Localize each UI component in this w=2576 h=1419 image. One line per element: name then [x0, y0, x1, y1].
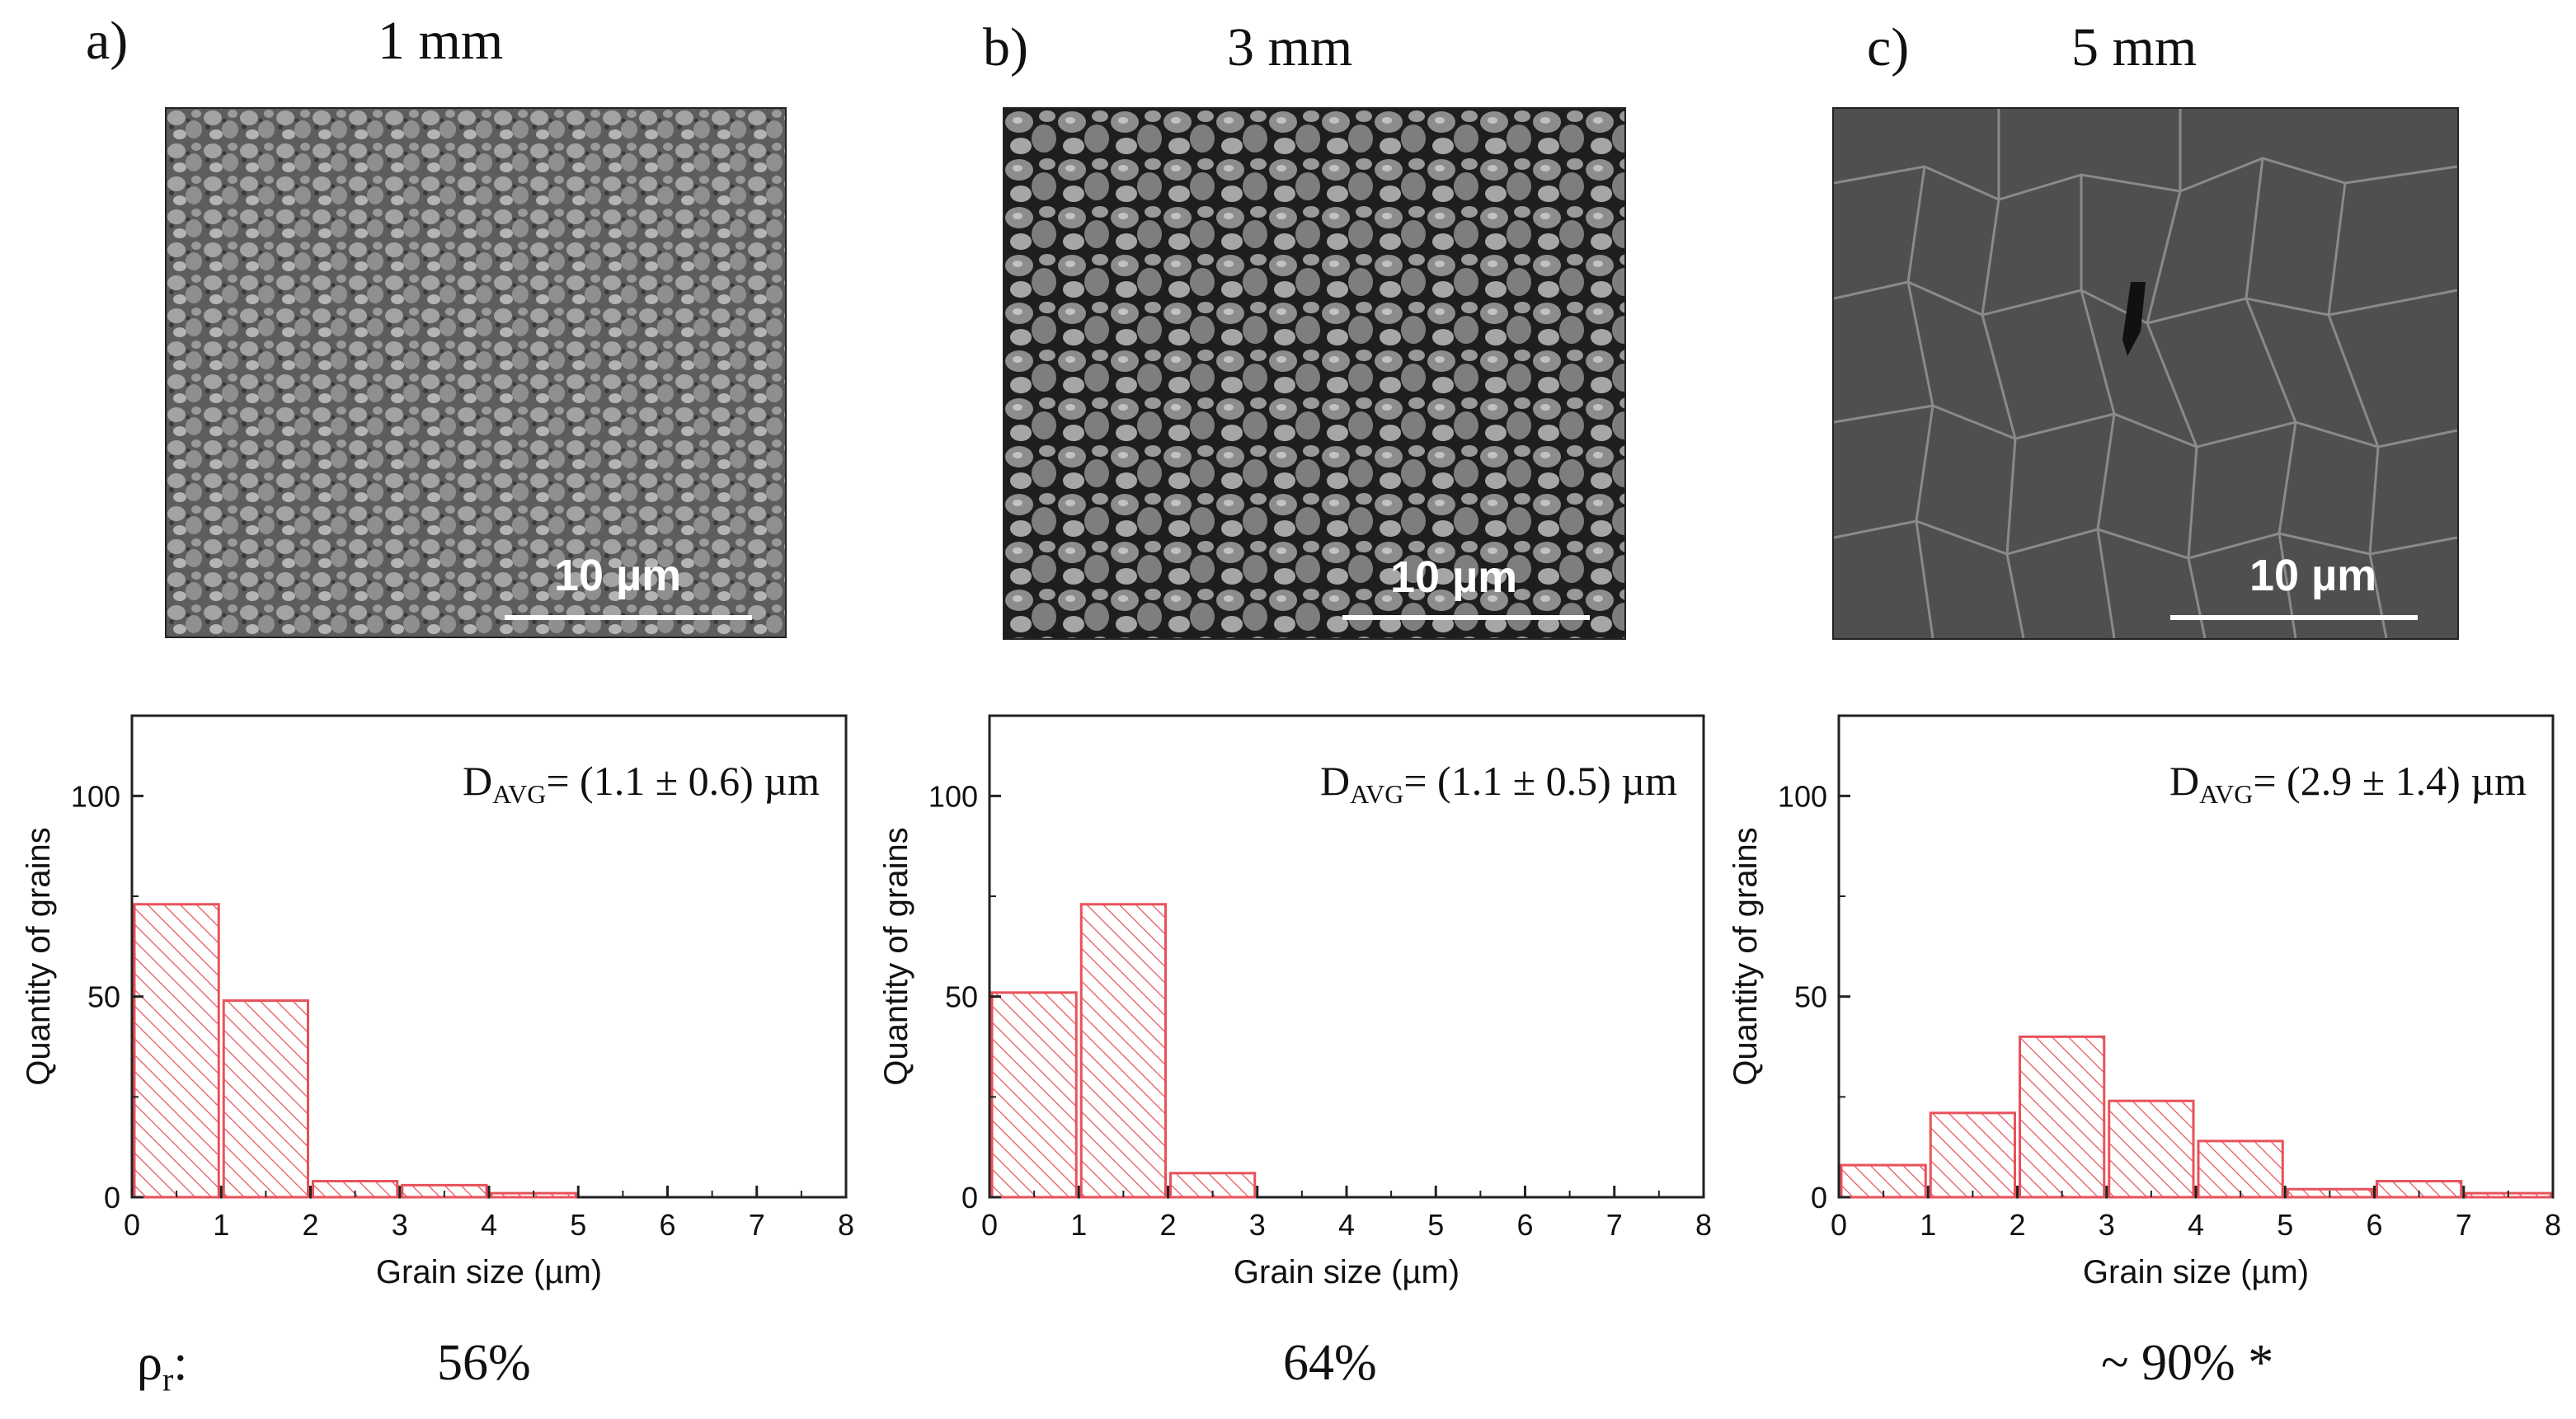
scale-bar-c — [2170, 615, 2418, 620]
x-tick-label: 4 — [2188, 1208, 2204, 1242]
density-value-c: ~ 90% * — [2101, 1335, 2274, 1391]
x-axis-label: Grain size (µm) — [2083, 1254, 2309, 1290]
y-tick-label: 100 — [928, 779, 978, 813]
x-tick-label: 5 — [2277, 1208, 2293, 1242]
x-axis-label: Grain size (µm) — [1234, 1254, 1460, 1290]
average-grain-size-annotation: DAVG= (1.1 ± 0.6) µm — [463, 758, 820, 809]
histogram-bar — [1079, 903, 1167, 1199]
y-axis-label: Quantity of grains — [1728, 827, 1764, 1086]
scale-bar-a — [505, 615, 752, 620]
y-tick-label: 0 — [1811, 1181, 1827, 1215]
x-tick-label: 4 — [481, 1208, 497, 1242]
x-tick-label: 1 — [1070, 1208, 1087, 1242]
density-value-b: 64% — [1283, 1335, 1377, 1391]
x-tick-label: 7 — [2456, 1208, 2472, 1242]
scale-bar-label-a: 10 µm — [554, 551, 682, 600]
y-tick-label: 50 — [945, 980, 978, 1014]
histogram-b: 0 1 2 3 4 5 6 7 8 0 50 100 Grain size (µm) Quantity o… — [858, 693, 1723, 1303]
y-tick-label: 0 — [961, 1181, 978, 1215]
scale-bar-label-b: 10 µm — [1390, 552, 1518, 602]
histogram-bar — [1929, 1111, 2016, 1199]
x-tick-label: 0 — [981, 1208, 998, 1242]
histogram-bar — [2197, 1139, 2284, 1199]
relative-density-label: ρr: — [137, 1335, 188, 1398]
sem-image-a: 10 µm — [165, 107, 787, 638]
average-grain-size-annotation: DAVG= (2.9 ± 1.4) µm — [2169, 758, 2527, 809]
y-axis-label: Quantity of grains — [878, 827, 914, 1086]
x-tick-label: 8 — [838, 1208, 854, 1242]
y-tick-label: 50 — [1794, 980, 1827, 1014]
x-tick-label: 3 — [392, 1208, 408, 1242]
sem-texture-a — [167, 109, 785, 637]
histogram-bar — [2108, 1099, 2195, 1199]
histogram-bar — [222, 999, 309, 1199]
panel-letter-a: a) — [86, 11, 129, 71]
density-value-a: 56% — [437, 1335, 531, 1391]
sem-image-c: 10 µm — [1832, 107, 2459, 640]
x-tick-label: 7 — [749, 1208, 765, 1242]
histogram-bar — [2019, 1035, 2106, 1199]
panel-letter-b: b) — [983, 17, 1028, 78]
x-tick-label: 4 — [1338, 1208, 1355, 1242]
y-tick-label: 100 — [71, 779, 120, 813]
x-tick-label: 5 — [570, 1208, 586, 1242]
sem-texture-b — [1004, 109, 1624, 638]
x-tick-label: 0 — [1831, 1208, 1847, 1242]
histogram-bar — [133, 903, 220, 1199]
y-tick-label: 0 — [104, 1181, 120, 1215]
panel-title-a: 1 mm — [378, 11, 504, 71]
x-tick-label: 5 — [1427, 1208, 1444, 1242]
x-tick-label: 8 — [2545, 1208, 2561, 1242]
x-tick-label: 2 — [2009, 1208, 2025, 1242]
x-tick-label: 2 — [302, 1208, 318, 1242]
x-tick-label: 0 — [124, 1208, 140, 1242]
x-tick-label: 2 — [1159, 1208, 1176, 1242]
histogram-bar — [990, 991, 1078, 1199]
x-tick-label: 6 — [659, 1208, 675, 1242]
sem-texture-c — [1834, 109, 2457, 638]
x-tick-label: 6 — [2366, 1208, 2382, 1242]
scale-bar-label-c: 10 µm — [2249, 551, 2377, 600]
x-tick-label: 3 — [1249, 1208, 1266, 1242]
histogram-a: 0 1 2 3 4 5 6 7 8 0 50 100 Grain size (µm) Quantity o… — [0, 693, 866, 1303]
x-tick-label: 1 — [1920, 1208, 1936, 1242]
x-tick-label: 8 — [1695, 1208, 1712, 1242]
panel-title-b: 3 mm — [1227, 17, 1353, 78]
y-tick-label: 100 — [1778, 779, 1827, 813]
x-tick-label: 7 — [1606, 1208, 1623, 1242]
average-grain-size-annotation: DAVG= (1.1 ± 0.5) µm — [1320, 758, 1677, 809]
sem-image-b: 10 µm — [1003, 107, 1626, 640]
panel-title-c: 5 mm — [2071, 17, 2198, 78]
x-tick-label: 1 — [213, 1208, 229, 1242]
histogram-c: 0 1 2 3 4 5 6 7 8 0 50 100 Grain size (µm) Quantity o… — [1707, 693, 2576, 1303]
y-tick-label: 50 — [87, 980, 120, 1014]
x-axis-label: Grain size (µm) — [376, 1254, 602, 1290]
x-tick-label: 3 — [2099, 1208, 2115, 1242]
panel-letter-c: c) — [1867, 17, 1910, 78]
scale-bar-b — [1342, 615, 1590, 620]
x-tick-label: 6 — [1516, 1208, 1533, 1242]
y-axis-label: Quantity of grains — [21, 827, 57, 1086]
